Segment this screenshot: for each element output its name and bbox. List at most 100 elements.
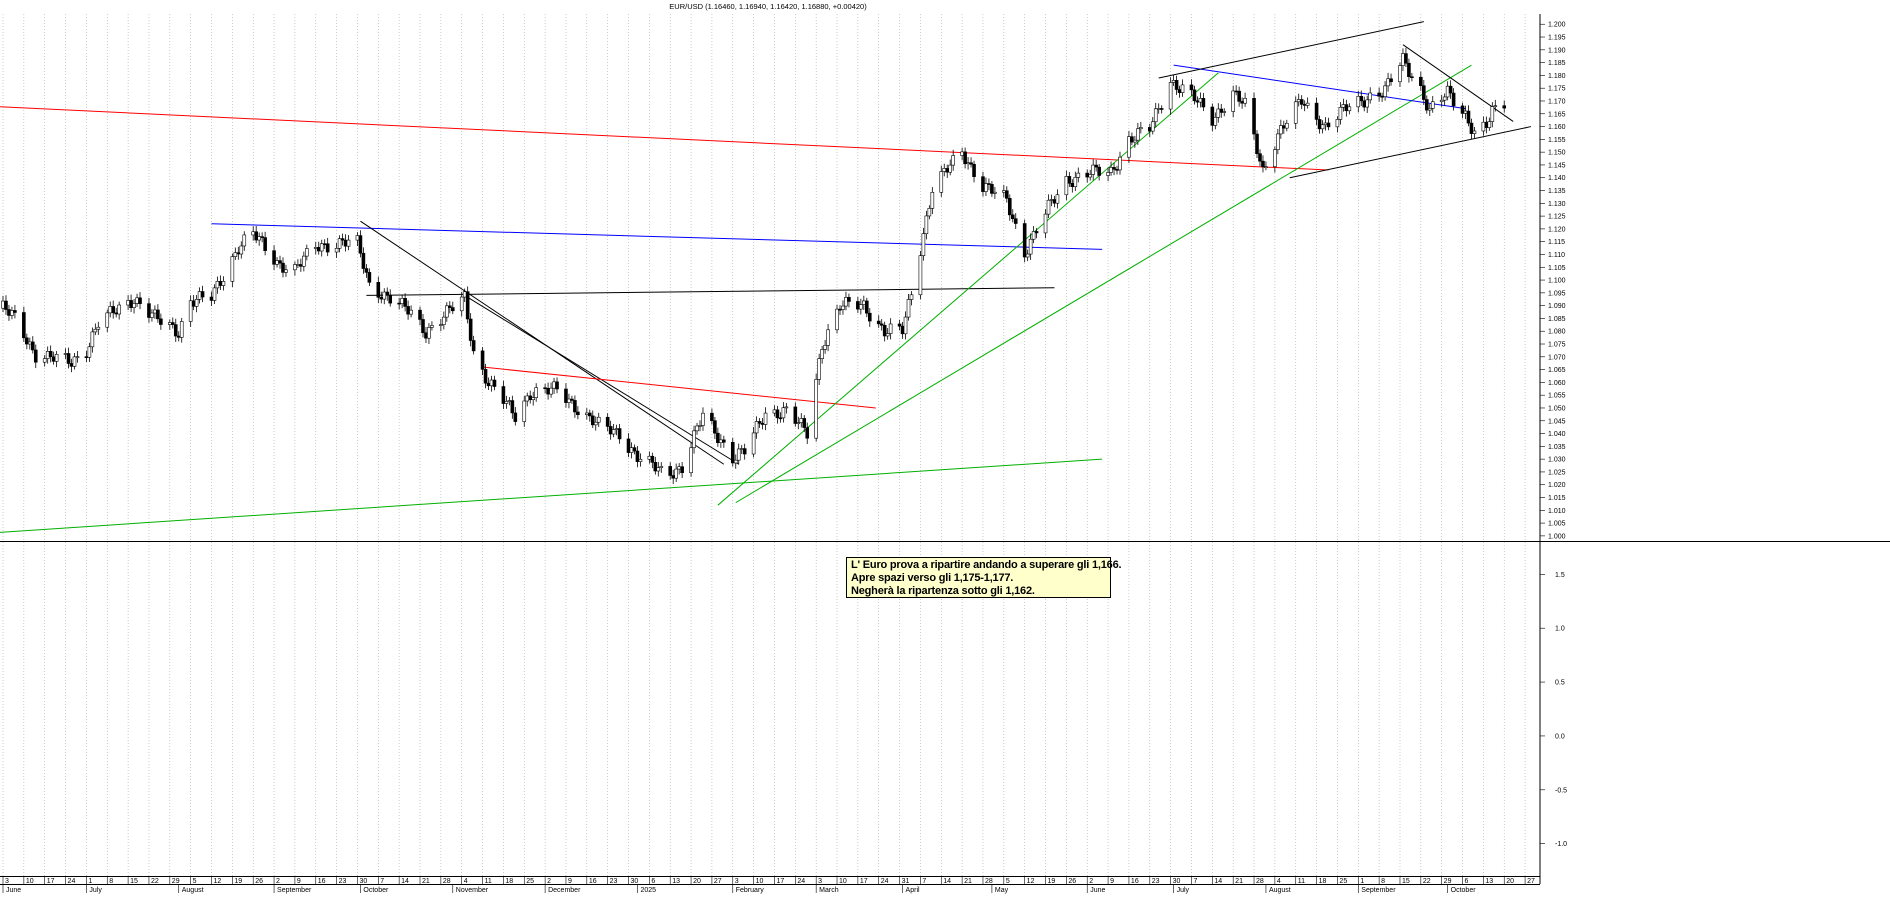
candle-down bbox=[1022, 223, 1027, 258]
candle-down bbox=[364, 268, 369, 273]
price-tick-label: 1.180 bbox=[1548, 73, 1566, 80]
candle-down bbox=[587, 412, 592, 417]
candle-up bbox=[701, 412, 705, 426]
price-tick-label: 1.025 bbox=[1548, 469, 1566, 476]
candle-up bbox=[659, 466, 664, 469]
candle-down bbox=[760, 423, 765, 425]
candle-up bbox=[233, 252, 238, 257]
candle-down bbox=[111, 306, 116, 314]
candle-up bbox=[1368, 92, 1372, 101]
candle-down bbox=[1484, 121, 1489, 128]
candle-down bbox=[742, 448, 747, 455]
candle-down bbox=[1189, 84, 1194, 91]
candle-up bbox=[960, 151, 964, 156]
candle-down bbox=[403, 298, 407, 307]
candle-up bbox=[531, 397, 535, 401]
candle-down bbox=[66, 353, 71, 364]
candle-up bbox=[42, 358, 47, 363]
candle-up bbox=[1153, 108, 1158, 123]
candle-down bbox=[1422, 85, 1426, 100]
candle-up bbox=[1139, 127, 1143, 130]
candle-down bbox=[1362, 100, 1367, 108]
candle-up bbox=[799, 418, 804, 423]
candle-down bbox=[1466, 110, 1471, 124]
candle-down bbox=[468, 318, 473, 341]
candle-down bbox=[176, 335, 181, 338]
trendline bbox=[0, 106, 1329, 171]
month-label: July bbox=[1177, 887, 1190, 894]
price-tick-label: 1.085 bbox=[1548, 316, 1566, 323]
candle-down bbox=[564, 388, 568, 403]
indicator-axis: 1.5 1.0 0.5 0.0 -0.5 -1.0 bbox=[1540, 572, 1567, 848]
candle-down bbox=[325, 243, 330, 253]
candle-down bbox=[1085, 172, 1090, 178]
candle-down bbox=[480, 350, 485, 370]
month-label: September bbox=[277, 887, 312, 894]
candle-down bbox=[471, 340, 476, 352]
month-label: March bbox=[819, 887, 839, 894]
week-label: 16 bbox=[318, 878, 326, 885]
price-tick-label: 1.175 bbox=[1548, 86, 1566, 93]
trendline bbox=[735, 64, 1472, 504]
candle-down bbox=[48, 351, 53, 358]
candle-down bbox=[1007, 198, 1012, 216]
candle-up bbox=[1487, 121, 1492, 128]
candle-down bbox=[236, 252, 241, 255]
week-label: 30 bbox=[359, 878, 367, 885]
candle-up bbox=[1168, 82, 1173, 110]
week-label: 7 bbox=[380, 878, 384, 885]
week-label: 11 bbox=[485, 878, 492, 885]
week-label: 5 bbox=[1006, 878, 1010, 885]
candle-up bbox=[1463, 110, 1468, 114]
candle-down bbox=[879, 323, 884, 326]
price-tick-label: 1.045 bbox=[1548, 418, 1566, 425]
candle-down bbox=[730, 441, 735, 464]
candle-down bbox=[1419, 76, 1423, 86]
candle-up bbox=[197, 291, 202, 300]
week-label: 27 bbox=[1527, 878, 1535, 885]
week-label: 3 bbox=[818, 878, 822, 885]
candle-up bbox=[739, 448, 744, 450]
month-label: December bbox=[548, 887, 581, 894]
week-label: 15 bbox=[130, 878, 138, 885]
candle-up bbox=[1106, 172, 1110, 176]
candle-up bbox=[153, 309, 157, 314]
candle-down bbox=[1314, 102, 1319, 120]
candle-up bbox=[552, 381, 556, 389]
price-tick-label: 1.070 bbox=[1548, 354, 1566, 361]
price-tick-label: 1.060 bbox=[1548, 380, 1566, 387]
candle-up bbox=[918, 255, 923, 296]
candle-down bbox=[1410, 76, 1414, 78]
price-tick-label: 1.150 bbox=[1548, 150, 1566, 157]
week-label: 6 bbox=[1465, 878, 1469, 885]
candle-down bbox=[1115, 169, 1119, 171]
candle-up bbox=[534, 387, 538, 398]
candle-down bbox=[1234, 90, 1238, 93]
trendline bbox=[717, 72, 1219, 506]
candle-up bbox=[1049, 199, 1054, 201]
candle-down bbox=[671, 475, 675, 479]
candle-down bbox=[465, 291, 470, 320]
candle-down bbox=[447, 305, 452, 308]
chart-title: EUR/USD (1.16460, 1.16940, 1.16420, 1.16… bbox=[669, 2, 867, 11]
week-label: 21 bbox=[964, 878, 972, 885]
candle-down bbox=[379, 296, 384, 300]
candle-down bbox=[418, 309, 422, 320]
week-label: 14 bbox=[943, 878, 951, 885]
candle-down bbox=[897, 323, 902, 327]
candle-up bbox=[409, 309, 413, 315]
candle-down bbox=[1174, 80, 1179, 90]
candle-down bbox=[1005, 190, 1009, 199]
week-label: 23 bbox=[610, 878, 618, 885]
week-label: 23 bbox=[1152, 878, 1160, 885]
candle-down bbox=[680, 466, 684, 474]
candle-up bbox=[1222, 111, 1227, 113]
candle-down bbox=[4, 300, 8, 310]
candle-down bbox=[361, 252, 366, 269]
candle-down bbox=[129, 300, 133, 308]
candle-up bbox=[445, 305, 449, 318]
candle-up bbox=[885, 333, 890, 337]
candle-up bbox=[1109, 167, 1113, 173]
candle-up bbox=[1439, 99, 1444, 103]
candle-down bbox=[900, 325, 905, 335]
